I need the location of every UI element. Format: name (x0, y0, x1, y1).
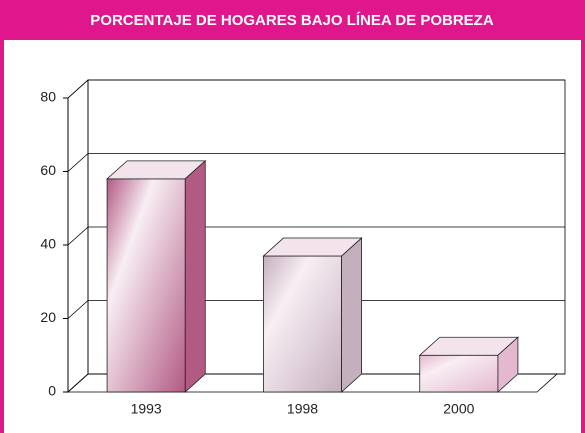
bar-side (184, 159, 206, 393)
bar (106, 178, 186, 393)
y-tick-label: 80 (40, 89, 56, 105)
x-tick-label: 1998 (287, 401, 318, 417)
x-tick-label: 1993 (131, 401, 162, 417)
y-tick-label: 40 (40, 236, 56, 252)
y-tick-label: 20 (40, 309, 56, 325)
grid-line (67, 373, 89, 393)
y-tick-label: 0 (48, 383, 56, 399)
frame-right (581, 40, 585, 433)
chart-title: PORCENTAJE DE HOGARES BAJO LÍNEA DE POBR… (90, 12, 494, 29)
bar (419, 354, 499, 393)
bar-side (497, 336, 519, 393)
grid-line (67, 300, 89, 319)
grid-line (67, 226, 89, 246)
frame-left (0, 40, 4, 433)
grid-line (67, 153, 89, 172)
x-tick-label: 2000 (443, 401, 474, 417)
bar-side (341, 237, 362, 393)
bar (263, 255, 342, 393)
header-band (0, 0, 585, 40)
y-tick-label: 60 (40, 162, 56, 178)
grid-line (67, 79, 89, 99)
